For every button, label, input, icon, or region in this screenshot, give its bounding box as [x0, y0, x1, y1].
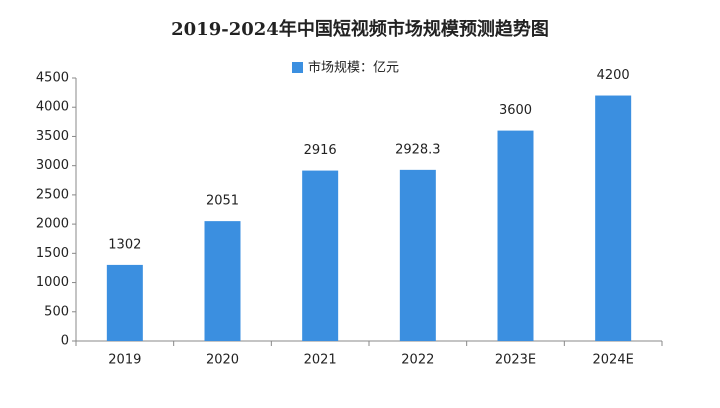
bar	[497, 130, 534, 341]
bar	[204, 221, 241, 341]
x-tick-label: 2022	[401, 353, 434, 368]
data-label: 4200	[597, 68, 630, 83]
x-tick-label: 2019	[108, 353, 141, 368]
bar	[302, 170, 339, 341]
bar	[399, 169, 436, 341]
data-label: 2916	[304, 143, 337, 158]
y-tick-label: 2000	[36, 217, 69, 232]
y-tick-label: 3000	[36, 158, 69, 173]
y-tick-label: 1500	[36, 246, 69, 261]
bar	[595, 95, 632, 342]
legend-label: 市场规模：亿元	[308, 60, 399, 76]
data-label: 2051	[206, 194, 239, 209]
y-tick-label: 1000	[36, 275, 69, 290]
data-label: 1302	[108, 237, 141, 252]
legend-swatch	[292, 62, 303, 73]
x-tick-label: 2024E	[593, 353, 634, 368]
data-label: 2928.3	[395, 142, 441, 157]
chart-title: 2019-2024年中国短视频市场规模预测趋势图	[171, 18, 549, 40]
x-tick-label: 2021	[304, 353, 337, 368]
x-tick-label: 2020	[206, 353, 239, 368]
y-tick-label: 4500	[36, 71, 69, 86]
y-tick-label: 500	[44, 304, 69, 319]
y-tick-label: 2500	[36, 187, 69, 202]
y-tick-label: 4000	[36, 100, 69, 115]
data-label: 3600	[499, 103, 532, 118]
x-tick-label: 2023E	[495, 353, 536, 368]
bar	[106, 264, 143, 341]
y-tick-label: 3500	[36, 129, 69, 144]
y-tick-label: 0	[61, 334, 69, 349]
